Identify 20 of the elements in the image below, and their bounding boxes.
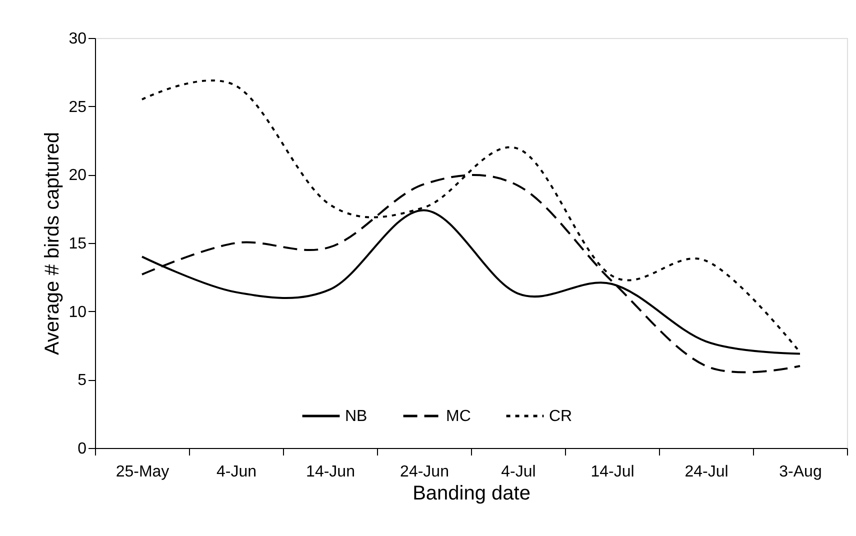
y-tick-label: 20 <box>68 167 87 184</box>
x-tick-label: 14-Jul <box>590 464 634 480</box>
x-tick-label: 4-Jul <box>501 464 536 480</box>
legend-label: MC <box>446 408 471 425</box>
legend-label: NB <box>345 408 368 425</box>
y-tick-label: 30 <box>68 30 87 48</box>
x-axis-title: Banding date <box>412 482 530 504</box>
x-tick-label: 25-May <box>116 464 170 480</box>
x-tick-label: 14-Jun <box>306 464 355 480</box>
y-tick-label: 15 <box>68 236 87 252</box>
x-tick-label: 4-Jun <box>216 464 257 480</box>
legend-label: CR <box>549 408 572 425</box>
x-tick-label: 24-Jul <box>684 464 728 480</box>
y-tick-label: 25 <box>68 98 87 116</box>
y-axis-title: Average # birds captured <box>42 132 64 356</box>
y-tick-label: 10 <box>68 304 87 321</box>
y-tick-label: 0 <box>78 440 87 458</box>
y-tick-label: 5 <box>78 372 87 390</box>
x-tick-label: 24-Jun <box>400 464 449 480</box>
x-tick-label: 3-Aug <box>779 464 822 480</box>
